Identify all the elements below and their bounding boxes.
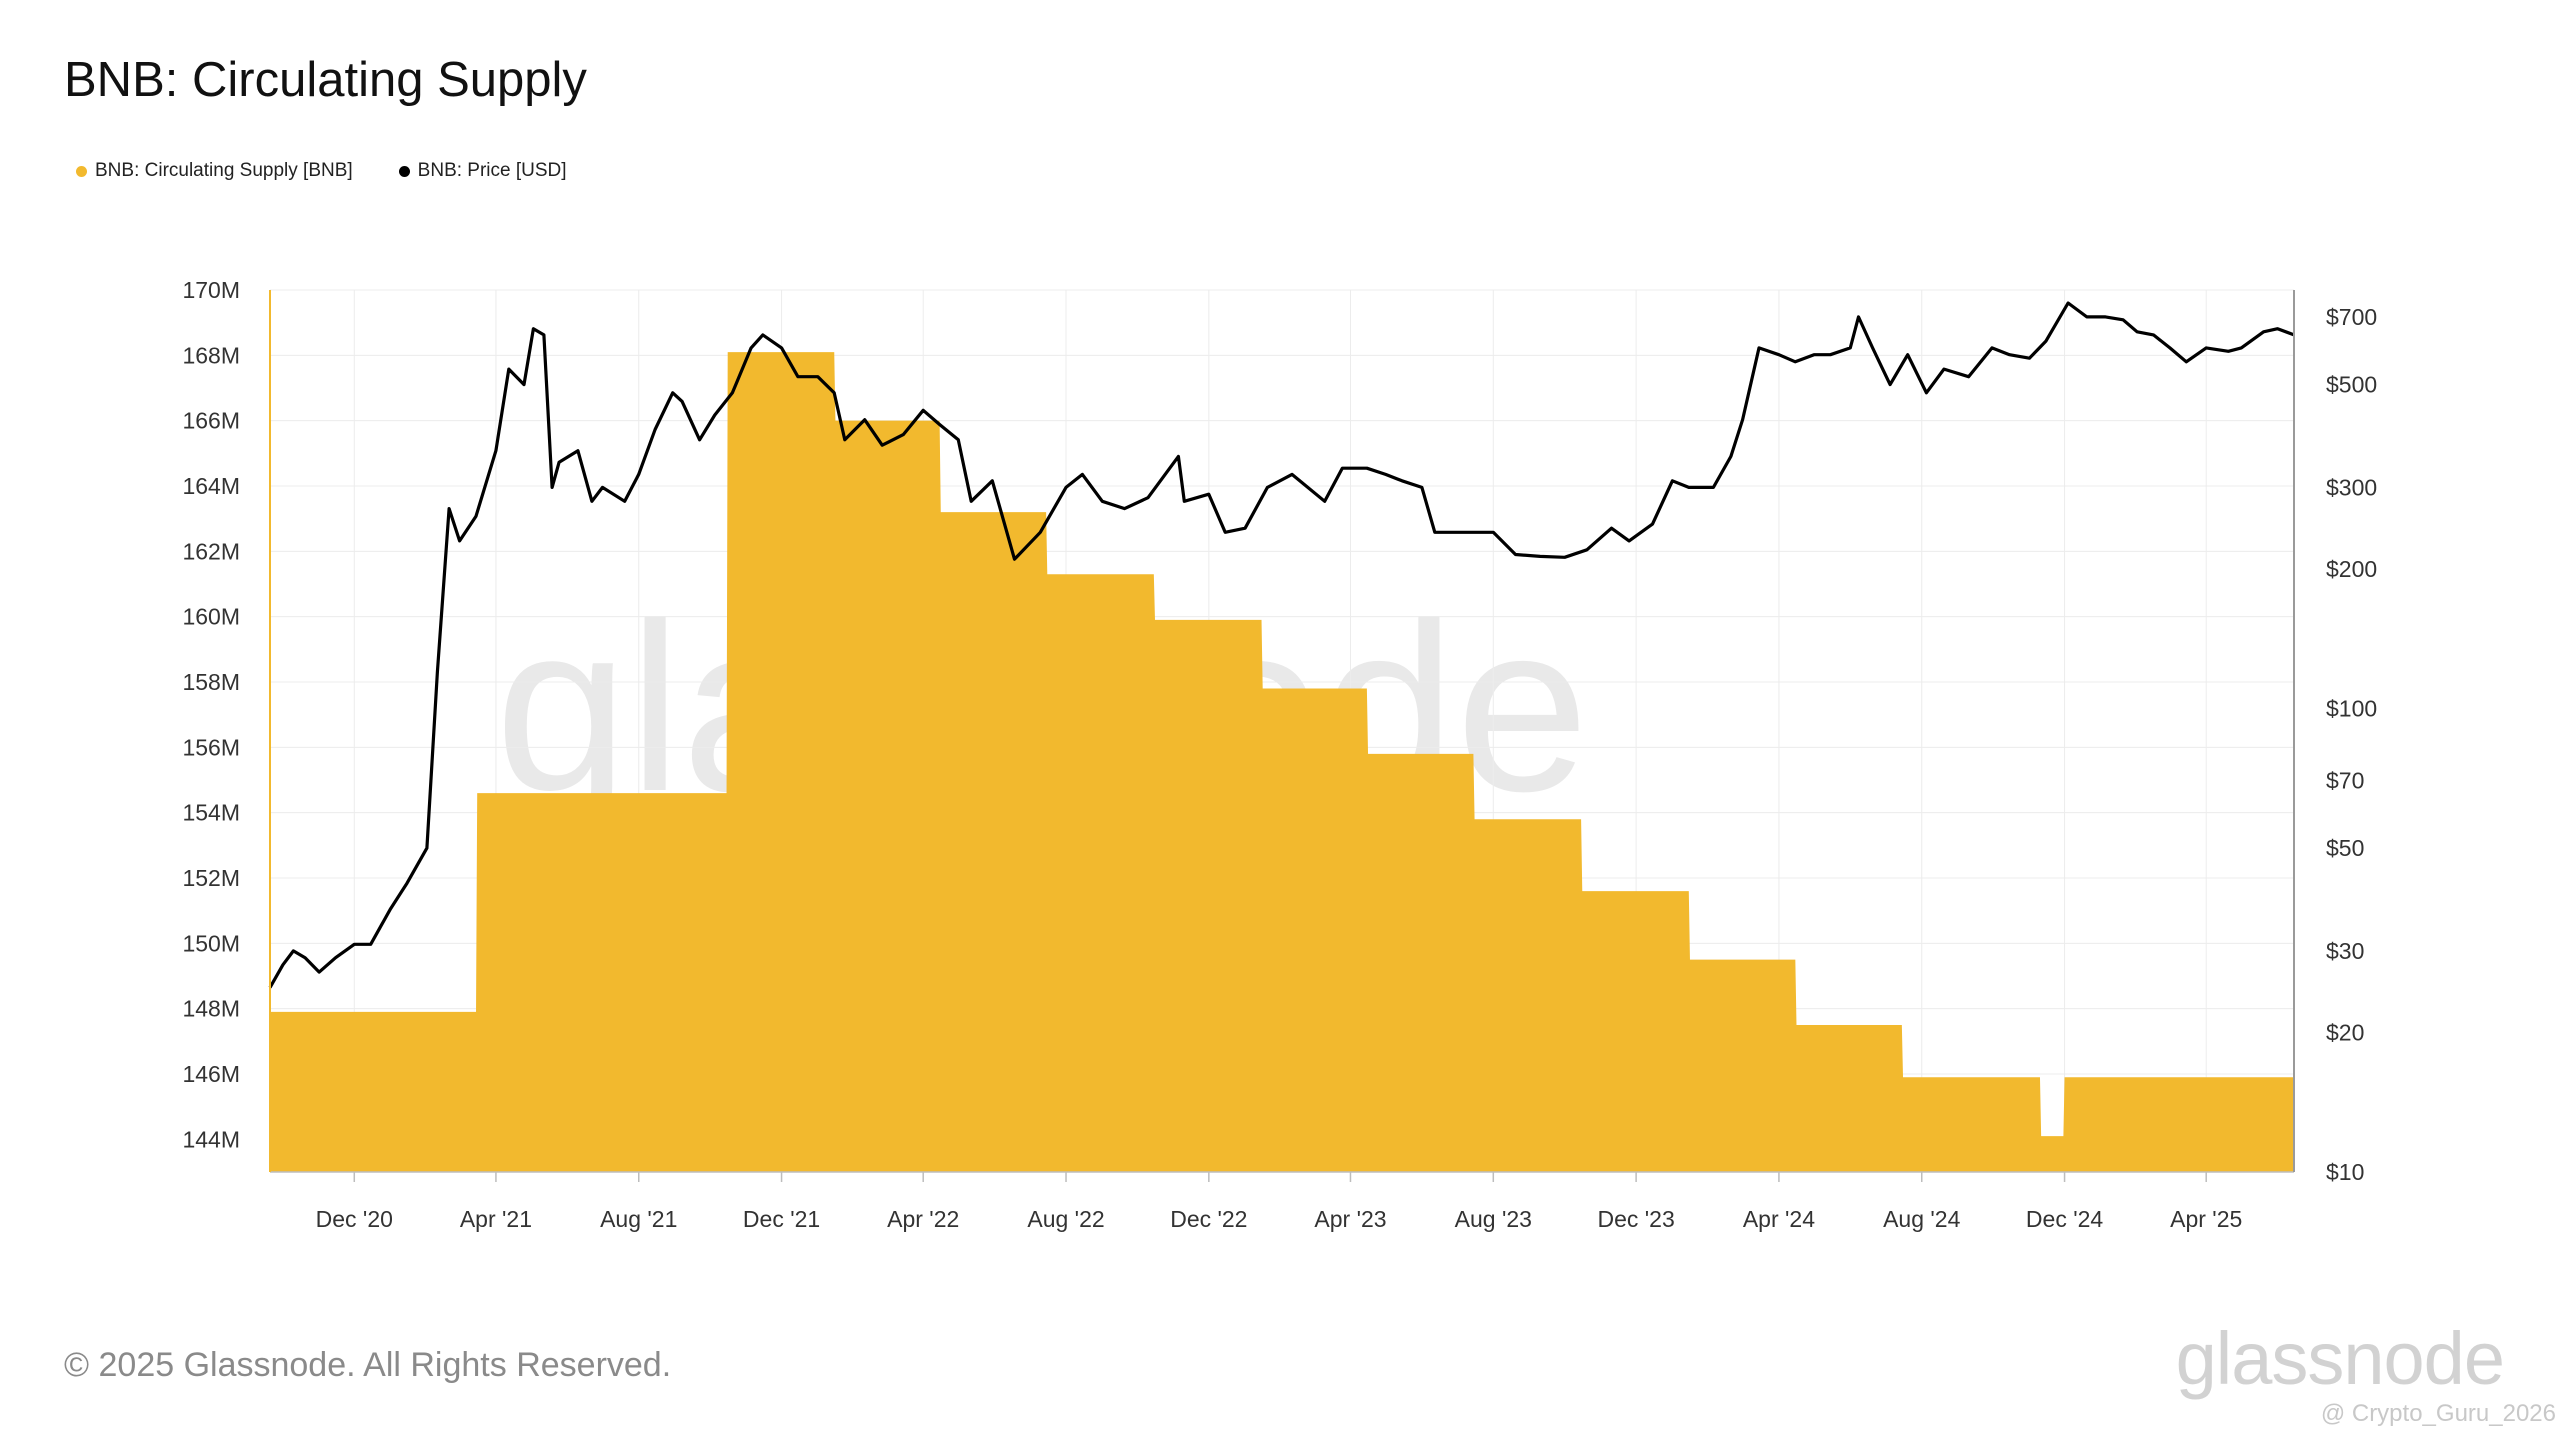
x-tick-label: Dec '22 — [1170, 1206, 1247, 1232]
y-right-tick-label: $700 — [2326, 304, 2377, 330]
y-left-tick-label: 164M — [182, 473, 240, 499]
legend-dot-price — [398, 165, 410, 177]
y-left-tick-label: 152M — [182, 865, 240, 891]
x-tick-label: Aug '21 — [600, 1206, 677, 1232]
axes: 144M 146M 148M 150M 152M 154M 156M 158M 160M 162M… — [182, 277, 2377, 1232]
legend-label-supply: BNB: Circulating Supply [BNB] — [95, 160, 353, 181]
y-left-tick-label: 150M — [182, 930, 240, 956]
copyright-footer: © 2025 Glassnode. All Rights Reserved. — [64, 1346, 672, 1384]
y-left-tick-label: 168M — [182, 342, 240, 368]
price-line[interactable] — [268, 301, 2295, 989]
y-right-tick-label: $30 — [2326, 938, 2364, 964]
y-right-tick-label: $500 — [2326, 372, 2377, 398]
x-tick-label: Apr '24 — [1743, 1206, 1815, 1232]
brand-logo: glassnode — [2175, 1317, 2505, 1400]
x-tick-label: Aug '24 — [1883, 1206, 1960, 1232]
x-tick-label: Aug '23 — [1455, 1206, 1532, 1232]
y-left-tick-label: 154M — [182, 800, 240, 826]
y-left-tick-label: 170M — [182, 277, 240, 303]
y-right-tick-label: $50 — [2326, 835, 2364, 861]
x-tick-label: Apr '21 — [460, 1206, 532, 1232]
chart-title: BNB: Circulating Supply — [64, 53, 587, 107]
x-tick-label: Dec '24 — [2026, 1206, 2103, 1232]
x-tick-label: Apr '22 — [887, 1206, 959, 1232]
legend-item-price[interactable]: BNB: Price [USD] — [398, 160, 567, 182]
y-right-tick-label: $200 — [2326, 556, 2377, 582]
legend-dot-supply — [76, 165, 87, 177]
x-tick-label: Dec '21 — [743, 1206, 820, 1232]
y-left-tick-label: 160M — [182, 604, 240, 630]
price-line-layer — [268, 301, 2295, 989]
legend-item-supply[interactable]: BNB: Circulating Supply [BNB] — [76, 160, 353, 182]
supply-area-layer — [269, 352, 2295, 1173]
y-left-tick-label: 162M — [182, 538, 240, 564]
credit-text: @ Crypto_Guru_2026 — [2320, 1400, 2556, 1427]
x-tick-label: Aug '22 — [1027, 1206, 1104, 1232]
x-tick-label: Dec '23 — [1597, 1206, 1674, 1232]
x-tick-label: Apr '25 — [2170, 1206, 2242, 1232]
y-left-tick-label: 166M — [182, 408, 240, 434]
y-right-tick-label: $300 — [2326, 474, 2377, 500]
supply-area[interactable] — [270, 352, 2294, 1173]
x-tick-label: Dec '20 — [316, 1206, 393, 1232]
y-left-tick-label: 158M — [182, 669, 240, 695]
y-left-tick-label: 146M — [182, 1061, 240, 1087]
y-right-tick-label: $20 — [2326, 1019, 2364, 1045]
legend: BNB: Circulating Supply [BNB] BNB: Price… — [76, 160, 567, 182]
legend-label-price: BNB: Price [USD] — [417, 160, 567, 181]
y-right-tick-label: $100 — [2326, 696, 2377, 722]
y-left-tick-label: 148M — [182, 996, 240, 1022]
y-left-tick-label: 144M — [182, 1126, 240, 1152]
y-right-tick-label: $10 — [2326, 1159, 2364, 1185]
y-left-tick-label: 156M — [182, 734, 240, 760]
x-tick-label: Apr '23 — [1314, 1206, 1386, 1232]
y-right-tick-label: $70 — [2326, 767, 2364, 793]
